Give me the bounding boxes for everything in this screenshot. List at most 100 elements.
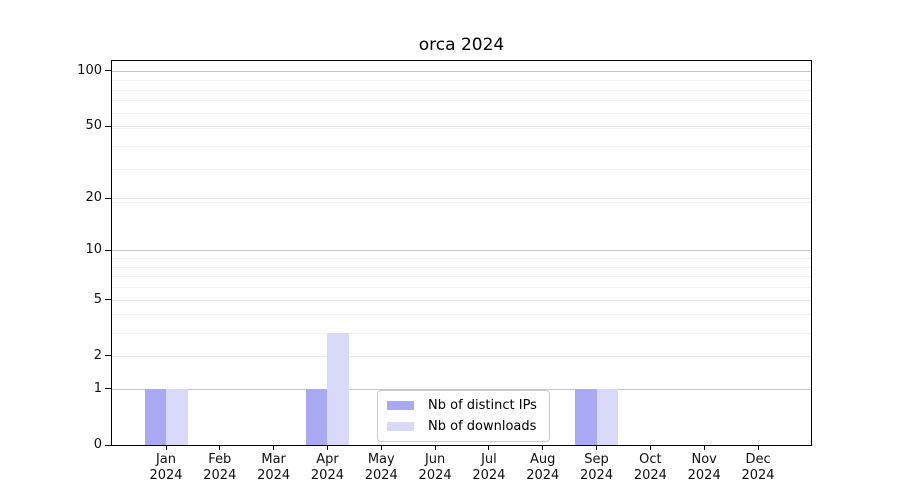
grid-line-minor — [112, 169, 811, 171]
bar — [166, 388, 188, 445]
year-label: 2024 — [418, 468, 452, 483]
x-tick-label: Jun 2024 — [405, 452, 465, 484]
grid-line-minor — [112, 112, 811, 114]
bar — [575, 388, 597, 445]
x-tick-mark — [434, 446, 436, 450]
y-tick-mark — [105, 388, 111, 390]
x-tick-mark — [757, 446, 759, 450]
x-tick-label: Apr 2024 — [297, 452, 357, 484]
month-label: Dec — [745, 452, 771, 467]
grid-line-minor — [112, 258, 811, 260]
plot-area — [112, 61, 811, 445]
grid-line-minor — [112, 100, 811, 102]
x-tick-label: Mar 2024 — [244, 452, 304, 484]
grid-line-minor — [112, 287, 811, 289]
y-tick-mark — [105, 249, 111, 251]
grid-line-major — [112, 388, 811, 390]
grid-line-minor — [112, 145, 811, 147]
x-tick-mark — [488, 446, 490, 450]
y-tick-mark — [105, 197, 111, 199]
legend-row: Nb of distinct IPs — [387, 396, 537, 415]
grid-line-major — [112, 126, 811, 128]
plot-border — [111, 60, 812, 446]
year-label: 2024 — [203, 468, 237, 483]
x-tick-label: Dec 2024 — [728, 452, 788, 484]
x-tick-label: May 2024 — [351, 452, 411, 484]
x-tick-mark — [596, 446, 598, 450]
chart-title: orca 2024 — [418, 35, 505, 55]
year-label: 2024 — [580, 468, 614, 483]
y-tick-label: 100 — [77, 62, 102, 78]
y-tick-mark — [105, 444, 111, 446]
x-tick-mark — [326, 446, 328, 450]
x-tick-label: Jan 2024 — [136, 452, 196, 484]
x-tick-mark — [542, 446, 544, 450]
grid-line-minor — [112, 127, 811, 129]
month-label: Nov — [691, 452, 717, 467]
bar — [327, 332, 349, 445]
y-tick-mark — [105, 125, 111, 127]
x-tick-label: Jul 2024 — [459, 452, 519, 484]
year-label: 2024 — [472, 468, 506, 483]
legend-label: Nb of distinct IPs — [428, 398, 537, 413]
grid-line-major — [112, 355, 811, 357]
legend-row: Nb of downloads — [387, 417, 537, 436]
legend-swatch — [387, 401, 414, 410]
month-label: May — [367, 452, 395, 467]
year-label: 2024 — [526, 468, 560, 483]
y-tick-mark — [105, 70, 111, 72]
month-label: Mar — [261, 452, 286, 467]
legend-label: Nb of downloads — [428, 419, 537, 434]
grid-line-major — [112, 299, 811, 301]
year-label: 2024 — [364, 468, 398, 483]
grid-line-major — [112, 198, 811, 199]
grid-line-minor — [112, 266, 811, 268]
x-tick-label: Oct 2024 — [620, 452, 680, 484]
year-label: 2024 — [149, 468, 183, 483]
grid-line-minor — [112, 276, 811, 278]
x-tick-mark — [649, 446, 651, 450]
y-tick-label: 20 — [85, 190, 102, 205]
y-tick-label: 5 — [93, 291, 102, 307]
y-tick-mark — [105, 355, 111, 357]
grid-line-minor — [112, 79, 811, 81]
month-label: Jun — [424, 452, 446, 467]
year-label: 2024 — [633, 468, 667, 483]
grid-line-minor — [112, 89, 811, 91]
x-tick-label: Nov 2024 — [674, 452, 734, 484]
y-tick-label: 2 — [93, 347, 102, 363]
x-tick-mark — [380, 446, 382, 450]
x-tick-label: Sep 2024 — [567, 452, 627, 484]
grid-line-minor — [112, 314, 811, 316]
bar — [596, 388, 619, 445]
x-tick-mark — [219, 446, 221, 450]
year-label: 2024 — [257, 468, 291, 483]
y-tick-label: 10 — [85, 242, 102, 258]
x-tick-label: Aug 2024 — [513, 452, 573, 484]
bar — [305, 388, 328, 445]
month-label: Feb — [208, 452, 232, 467]
y-tick-label: 1 — [93, 380, 102, 396]
grid-line-major — [112, 70, 811, 72]
grid-line-major — [112, 250, 811, 252]
month-label: Apr — [316, 452, 339, 467]
legend-swatch — [387, 422, 414, 431]
month-label: Sep — [584, 452, 609, 467]
x-tick-label: Feb 2024 — [190, 452, 250, 484]
y-tick-label: 50 — [85, 118, 102, 134]
grid-line-minor — [112, 201, 811, 203]
y-tick-mark — [105, 299, 111, 301]
x-tick-mark — [273, 446, 275, 450]
month-label: Aug — [530, 452, 556, 467]
bar — [144, 388, 166, 445]
month-label: Jul — [481, 452, 497, 467]
legend: Nb of distinct IPs Nb of downloads — [377, 390, 550, 442]
year-label: 2024 — [741, 468, 775, 483]
year-label: 2024 — [687, 468, 721, 483]
x-tick-mark — [165, 446, 167, 450]
month-label: Jan — [155, 452, 177, 467]
y-tick-label: 0 — [93, 437, 102, 452]
year-label: 2024 — [310, 468, 344, 483]
grid-line-minor — [112, 332, 811, 334]
